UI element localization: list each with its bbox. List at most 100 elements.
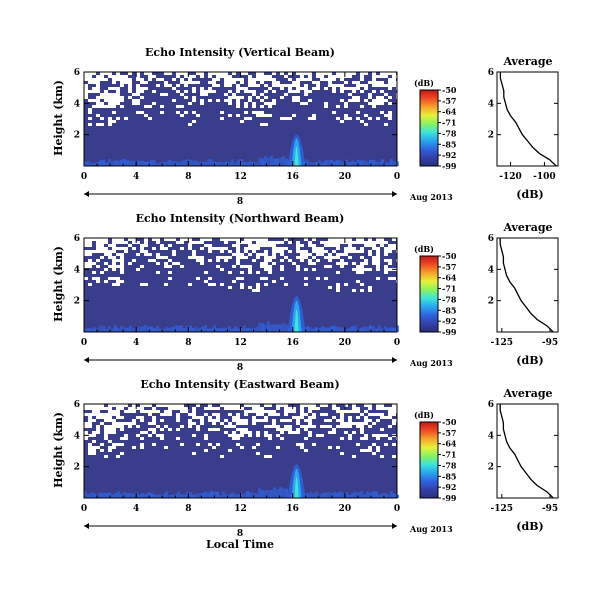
x-tick-label: 0 bbox=[394, 172, 400, 182]
surface-echo bbox=[330, 159, 333, 166]
blank-cell bbox=[392, 244, 396, 247]
blank-cell bbox=[300, 413, 304, 416]
blank-cell bbox=[144, 253, 148, 256]
blank-cell bbox=[140, 90, 144, 93]
blank-cell bbox=[380, 96, 384, 99]
x-tick-label: 12 bbox=[234, 504, 247, 514]
blank-cell bbox=[376, 241, 380, 244]
blank-cell bbox=[232, 72, 236, 75]
blank-cell bbox=[268, 105, 272, 108]
blank-cell bbox=[236, 434, 240, 437]
blank-cell bbox=[156, 253, 160, 256]
blank-cell bbox=[108, 431, 112, 434]
surface-echo bbox=[246, 328, 249, 332]
blank-cell bbox=[284, 238, 288, 241]
blank-cell bbox=[128, 96, 132, 99]
blank-cell bbox=[156, 434, 160, 437]
blank-cell bbox=[88, 449, 92, 452]
blank-cell bbox=[308, 241, 312, 244]
blank-cell bbox=[356, 87, 360, 90]
y-tick-label: 2 bbox=[74, 297, 80, 307]
surface-echo bbox=[141, 160, 144, 166]
blank-cell bbox=[208, 75, 212, 78]
blank-cell bbox=[352, 250, 356, 253]
blank-cell bbox=[264, 431, 268, 434]
blank-cell bbox=[108, 440, 112, 443]
average-y-tick-label: 4 bbox=[488, 99, 494, 109]
blank-cell bbox=[168, 238, 172, 241]
surface-echo bbox=[312, 328, 315, 332]
blank-cell bbox=[260, 419, 264, 422]
blank-cell bbox=[180, 407, 184, 410]
surface-echo bbox=[105, 162, 108, 166]
blank-cell bbox=[108, 407, 112, 410]
blank-cell bbox=[336, 262, 340, 265]
blank-cell bbox=[328, 256, 332, 259]
blank-cell bbox=[112, 419, 116, 422]
blank-cell bbox=[340, 425, 344, 428]
blank-cell bbox=[384, 72, 388, 75]
blank-cell bbox=[88, 117, 92, 120]
blank-cell bbox=[292, 416, 296, 419]
blank-cell bbox=[116, 259, 120, 262]
colorbar-tick-label: -78 bbox=[442, 460, 457, 470]
blank-cell bbox=[324, 87, 328, 90]
colorbar-tick-label: -50 bbox=[442, 251, 457, 261]
date-marker: 8 bbox=[237, 197, 243, 207]
surface-echo bbox=[165, 161, 168, 166]
blank-cell bbox=[372, 262, 376, 265]
blank-cell bbox=[88, 72, 92, 75]
blank-cell bbox=[376, 102, 380, 105]
blank-cell bbox=[384, 434, 388, 437]
blank-cell bbox=[100, 102, 104, 105]
blank-cell bbox=[200, 99, 204, 102]
blank-cell bbox=[244, 247, 248, 250]
surface-echo bbox=[261, 489, 264, 498]
blank-cell bbox=[200, 241, 204, 244]
blank-cell bbox=[228, 425, 232, 428]
surface-echo bbox=[105, 492, 108, 498]
blank-cell bbox=[316, 84, 320, 87]
surface-echo bbox=[144, 325, 147, 332]
surface-echo bbox=[387, 162, 390, 166]
blank-cell bbox=[156, 425, 160, 428]
blank-cell bbox=[364, 244, 368, 247]
blank-cell bbox=[112, 81, 116, 84]
average-xlabel: (dB) bbox=[516, 520, 543, 533]
surface-echo bbox=[237, 159, 240, 166]
blank-cell bbox=[388, 117, 392, 120]
blank-cell bbox=[128, 407, 132, 410]
blank-cell bbox=[260, 111, 264, 114]
blank-cell bbox=[244, 238, 248, 241]
blank-cell bbox=[232, 425, 236, 428]
surface-echo bbox=[372, 491, 375, 498]
blank-cell bbox=[164, 93, 168, 96]
blank-cell bbox=[388, 413, 392, 416]
blank-cell bbox=[148, 117, 152, 120]
blank-cell bbox=[308, 434, 312, 437]
blank-cell bbox=[120, 428, 124, 431]
blank-cell bbox=[236, 404, 240, 407]
surface-echo bbox=[369, 159, 372, 166]
blank-cell bbox=[284, 247, 288, 250]
blank-cell bbox=[324, 105, 328, 108]
blank-cell bbox=[248, 271, 252, 274]
blank-cell bbox=[312, 114, 316, 117]
surface-echo bbox=[258, 158, 261, 166]
blank-cell bbox=[96, 404, 100, 407]
blank-cell bbox=[180, 247, 184, 250]
blank-cell bbox=[240, 419, 244, 422]
surface-echo bbox=[150, 326, 153, 332]
blank-cell bbox=[164, 410, 168, 413]
blank-cell bbox=[304, 238, 308, 241]
blank-cell bbox=[264, 84, 268, 87]
surface-echo bbox=[357, 492, 360, 498]
blank-cell bbox=[268, 425, 272, 428]
blank-cell bbox=[108, 265, 112, 268]
y-axis-label: Height (km) bbox=[52, 246, 65, 322]
blank-cell bbox=[236, 247, 240, 250]
blank-cell bbox=[104, 419, 108, 422]
blank-cell bbox=[316, 277, 320, 280]
blank-cell bbox=[396, 437, 400, 440]
surface-echo bbox=[186, 159, 189, 166]
